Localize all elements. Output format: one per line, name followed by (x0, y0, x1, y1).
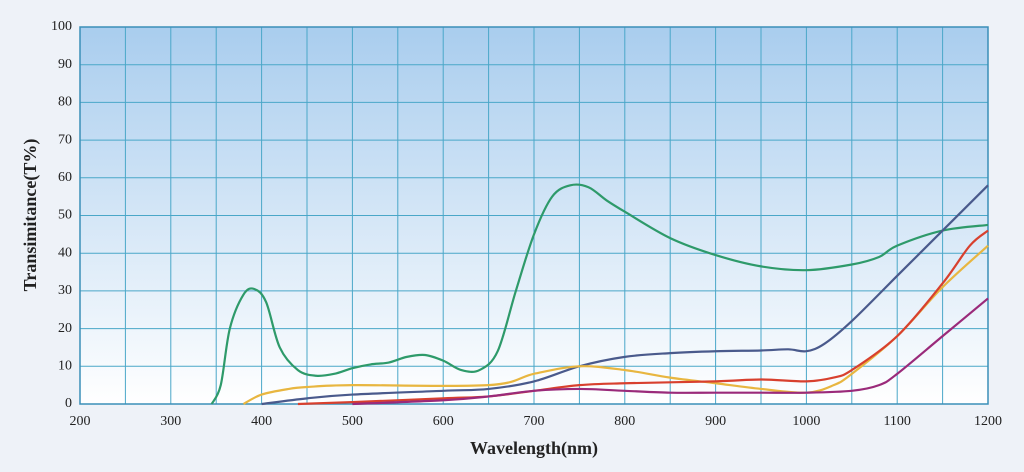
series-line (297, 229, 989, 406)
y-tick-label: 30 (58, 283, 72, 298)
y-tick-label: 70 (58, 132, 72, 147)
x-tick-label: 700 (524, 414, 545, 429)
series-line (352, 297, 989, 406)
y-tick-label: 0 (65, 396, 72, 411)
y-tick-label: 40 (58, 245, 72, 260)
y-tick-label: 20 (58, 321, 72, 336)
x-tick-label: 200 (70, 414, 91, 429)
x-tick-label: 300 (160, 414, 181, 429)
series-line (210, 183, 989, 405)
x-tick-label: 900 (705, 414, 726, 429)
series-line (242, 244, 989, 405)
y-tick-label: 60 (58, 170, 72, 185)
x-tick-label: 400 (251, 414, 272, 429)
y-tick-label: 50 (58, 208, 72, 223)
x-tick-label: 800 (614, 414, 635, 429)
y-tick-label: 90 (58, 57, 72, 72)
y-tick-label: 10 (58, 359, 72, 374)
x-tick-label: 1000 (792, 414, 820, 429)
x-tick-label: 600 (433, 414, 454, 429)
x-tick-label: 500 (342, 414, 363, 429)
x-tick-label: 1100 (883, 414, 910, 429)
y-tick-label: 100 (51, 19, 72, 34)
y-tick-label: 80 (58, 95, 72, 110)
plot-border (79, 26, 989, 405)
x-tick-label: 1200 (974, 414, 1002, 429)
x-axis-title: Wavelength(nm) (470, 438, 598, 459)
series-line (261, 184, 989, 406)
y-axis-title: Transimitance(T%) (20, 139, 41, 292)
